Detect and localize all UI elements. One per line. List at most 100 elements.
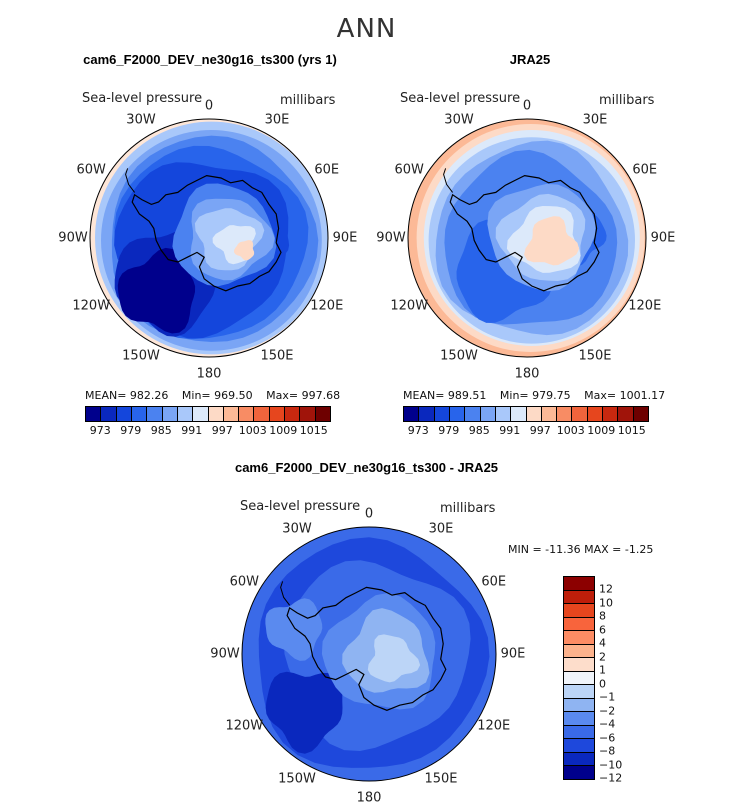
colorbar-tick-label: −8 [599, 744, 616, 758]
colorbar-swatch [253, 407, 269, 421]
lon-label-120e: 120E [310, 298, 344, 314]
colorbar-tick-label: 0 [599, 677, 606, 691]
map1-contour-band [117, 247, 196, 334]
colorbar-tick-label: −4 [599, 717, 616, 731]
lon-label-30e: 30E [582, 112, 608, 128]
colorbar-tick-label: 1009 [587, 424, 616, 437]
colorbar-swatch [564, 697, 594, 712]
colorbar-swatch [314, 407, 330, 421]
map1-field [90, 119, 328, 357]
lon-label-60e: 60E [632, 162, 658, 178]
lon-label-30w: 30W [444, 112, 474, 128]
panel-2-title: JRA25 [509, 52, 551, 67]
map3-contour-band [265, 598, 323, 661]
colorbar-swatch [404, 407, 419, 421]
colorbar-tick-label: 10 [599, 596, 613, 610]
lon-label-90w: 90W [210, 646, 240, 662]
colorbar-swatch [564, 684, 594, 698]
panel-2-units-label: millibars [599, 93, 655, 108]
colorbar-swatch [115, 407, 131, 421]
lon-label-90e: 90E [332, 230, 358, 246]
colorbar-tick-label: −2 [599, 704, 616, 718]
colorbar-tick-label: 991 [499, 424, 521, 437]
lon-label-30e: 30E [428, 521, 454, 537]
panel-3-colorbar [563, 576, 595, 780]
lon-label-90w: 90W [58, 230, 88, 246]
panel-2-colorbar [403, 406, 649, 422]
panel-3-minmax: MIN = -11.36 MAX = -1.25 [508, 543, 654, 556]
lon-label-150w: 150W [278, 771, 316, 787]
lon-label-90w: 90W [376, 230, 406, 246]
colorbar-swatch [617, 407, 633, 421]
colorbar-swatch [433, 407, 449, 421]
colorbar-swatch [100, 407, 116, 421]
lon-label-120e: 120E [477, 718, 511, 734]
lon-label-60e: 60E [481, 574, 507, 590]
panel-2-variable-label: Sea-level pressure [400, 91, 521, 106]
panel-1-min: Min= 969.50 [181, 389, 253, 402]
map3-peninsula-coast [280, 581, 291, 606]
map2-peninsula-coast [443, 168, 453, 193]
colorbar-swatch [564, 751, 594, 766]
panel-2-stats: MEAN= 989.51 Min= 979.75 Max= 1001.17 [403, 389, 675, 402]
colorbar-tick-label: 997 [529, 424, 551, 437]
lon-label-30e: 30E [264, 112, 290, 128]
lon-label-180: 180 [196, 366, 222, 382]
lon-label-120e: 120E [628, 298, 662, 314]
colorbar-tick-label: 1009 [269, 424, 298, 437]
colorbar-tick-label: 991 [181, 424, 203, 437]
map2-map-border [407, 118, 647, 358]
lon-label-30w: 30W [282, 521, 312, 537]
panel-3-polar-map [241, 526, 497, 782]
lon-label-90e: 90E [650, 230, 676, 246]
panel-1-mean: MEAN= 982.26 [85, 389, 169, 402]
colorbar-swatch [192, 407, 208, 421]
map3-coastline [286, 586, 447, 711]
map1-contour-band [234, 240, 255, 261]
colorbar-tick-label: 997 [211, 424, 233, 437]
colorbar-swatch [464, 407, 480, 421]
colorbar-swatch [586, 407, 603, 421]
colorbar-swatch [556, 407, 572, 421]
lon-label-150e: 150E [578, 348, 612, 364]
lon-label-150w: 150W [440, 348, 478, 364]
colorbar-tick-label: −10 [599, 758, 623, 772]
colorbar-tick-label: −6 [599, 731, 616, 745]
map3-contour-band [265, 671, 343, 754]
colorbar-swatch [268, 407, 285, 421]
map2-field [408, 119, 646, 357]
colorbar-swatch [564, 711, 594, 725]
map1-peninsula-coast [125, 168, 135, 193]
colorbar-swatch [540, 407, 557, 421]
colorbar-swatch [176, 407, 193, 421]
colorbar-tick-label: −1 [599, 690, 616, 704]
lon-label-0: 0 [204, 98, 214, 114]
colorbar-swatch [564, 603, 594, 617]
panel-2-polar-map [407, 118, 647, 358]
colorbar-swatch [564, 724, 594, 739]
colorbar-tick-label: 8 [599, 609, 606, 623]
colorbar-tick-label: 12 [599, 582, 613, 596]
lon-label-60w: 60W [76, 162, 106, 178]
panel-2-max: Max= 1001.17 [584, 389, 666, 402]
colorbar-tick-label: 1015 [299, 424, 328, 437]
colorbar-swatch [602, 407, 618, 421]
map3-field [242, 527, 496, 781]
colorbar-tick-label: 979 [120, 424, 142, 437]
panel-1-polar-map [89, 118, 329, 358]
colorbar-tick-label: 985 [468, 424, 490, 437]
colorbar-tick-label: 1015 [617, 424, 646, 437]
colorbar-swatch [418, 407, 434, 421]
panel-1-title: cam6_F2000_DEV_ne30g16_ts300 (yrs 1) [83, 52, 337, 67]
figure-title: ANN [336, 14, 397, 44]
panel-2-min: Min= 979.75 [499, 389, 571, 402]
panel-3-variable-label: Sea-level pressure [240, 499, 361, 514]
lon-label-150e: 150E [260, 348, 294, 364]
colorbar-swatch [632, 407, 648, 421]
map3-map-border [241, 526, 497, 782]
panel-1-variable-label: Sea-level pressure [82, 91, 203, 106]
lon-label-120w: 120W [225, 718, 264, 734]
colorbar-swatch [494, 407, 511, 421]
colorbar-swatch [564, 577, 594, 590]
colorbar-swatch [564, 630, 594, 644]
